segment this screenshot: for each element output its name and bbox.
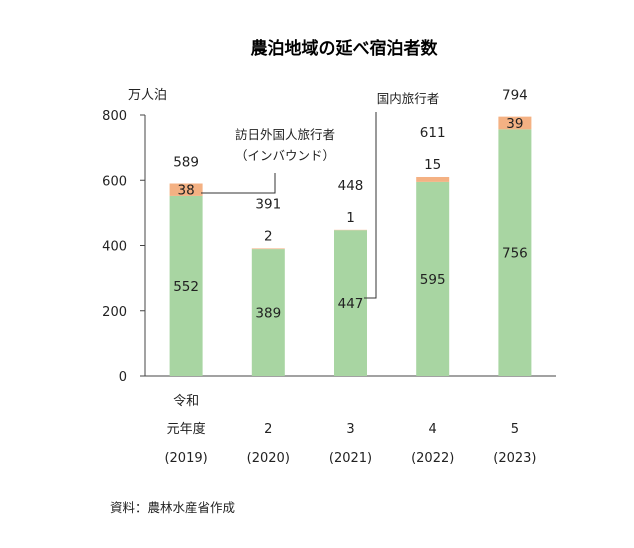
- label-domestic: 447: [338, 296, 364, 312]
- label-total: 611: [420, 125, 446, 141]
- x-tick-label: 4: [429, 422, 437, 437]
- x-tick-label: 5: [511, 422, 519, 437]
- label-inbound: 2: [264, 228, 273, 244]
- label-total: 794: [502, 88, 528, 104]
- y-tick-label: 200: [102, 305, 127, 320]
- bar-inbound: [498, 116, 532, 130]
- label-inbound: 39: [506, 116, 523, 132]
- x-tick-label: 2: [264, 422, 272, 437]
- label-domestic: 595: [420, 272, 446, 288]
- y-tick-label: 400: [102, 240, 127, 255]
- x-tick-label: (2022): [411, 451, 454, 466]
- x-tick-label: 3: [346, 422, 354, 437]
- x-tick-label: 元年度: [167, 421, 206, 437]
- y-tick-label: 800: [102, 109, 127, 124]
- label-total: 589: [173, 155, 199, 171]
- bar-domestic: [498, 129, 532, 376]
- y-tick-label: 0: [119, 370, 127, 385]
- domestic-annotation: 国内旅行者: [377, 91, 440, 106]
- chart-title: 農泊地域の延べ宿泊者数: [251, 38, 439, 59]
- label-inbound: 1: [346, 210, 355, 226]
- label-inbound: 38: [178, 183, 195, 199]
- bar-inbound: [416, 176, 450, 182]
- bar-inbound: [169, 183, 203, 196]
- label-total: 391: [255, 196, 281, 212]
- x-tick-label: 令和: [173, 394, 199, 409]
- bar-domestic: [416, 181, 450, 376]
- bar-inbound: [251, 248, 285, 250]
- x-tick-label: (2021): [329, 451, 372, 466]
- data-labels: 552 38 589 389 2 391 447 1 448 595 15 611 756 39 794: [173, 88, 528, 322]
- bar-domestic: [169, 195, 203, 376]
- y-axis-unit: 万人泊: [128, 88, 167, 103]
- label-domestic: 756: [502, 246, 528, 262]
- inbound-annotation-leader: [201, 173, 276, 194]
- x-tick-label: (2020): [247, 451, 290, 466]
- x-tick-label: (2023): [493, 451, 536, 466]
- bar-domestic: [251, 249, 285, 376]
- bar-domestic: [334, 230, 367, 376]
- label-inbound: 15: [424, 157, 441, 173]
- label-domestic: 389: [255, 306, 281, 322]
- inbound-annotation-line2: （インバウンド）: [235, 148, 335, 163]
- source-note: 資料：農林水産省作成: [110, 500, 235, 515]
- label-total: 448: [338, 178, 364, 194]
- axes: 0 200 400 600 800: [102, 109, 556, 385]
- bars: [169, 116, 532, 376]
- y-tick-label: 600: [102, 174, 127, 189]
- domestic-annotation-leader: [364, 112, 377, 299]
- inbound-annotation-line1: 訪日外国人旅行者: [235, 127, 335, 142]
- x-tick-label: (2019): [164, 451, 207, 466]
- label-domestic: 552: [173, 279, 199, 295]
